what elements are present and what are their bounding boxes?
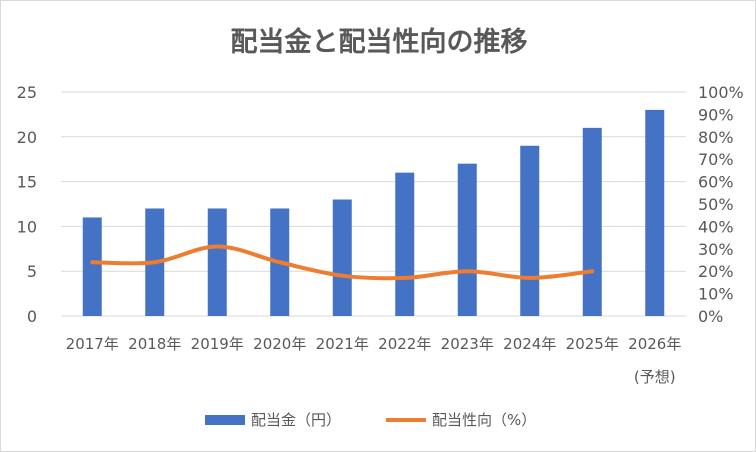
- payout-ratio-line: [90, 244, 595, 281]
- x-tick-label: 2017年: [66, 335, 119, 353]
- left-axis-tick-label: 10: [17, 217, 37, 236]
- bar-2026年: [645, 109, 665, 316]
- right-axis-tick-label: 40%: [698, 217, 734, 236]
- right-axis-tick-label: 0%: [698, 307, 723, 326]
- right-axis-tick-label: 90%: [698, 105, 734, 124]
- legend-bar-swatch: [205, 415, 245, 425]
- left-axis-ticks: 0 5 10 15 20 25: [17, 83, 37, 326]
- x-axis-ticks: 2017年 2018年 2019年 2020年 2021年 2022年 2023年 2024年…: [66, 335, 682, 386]
- right-axis-tick-label: 100%: [698, 83, 744, 102]
- right-axis-tick-label: 10%: [698, 285, 734, 304]
- left-axis-tick-label: 0: [27, 307, 37, 326]
- right-axis-tick-label: 70%: [698, 150, 734, 169]
- bar-2017年: [82, 217, 102, 316]
- bar-2021年: [332, 199, 352, 316]
- x-tick-label: 2019年: [191, 335, 244, 353]
- legend-bar-label: 配当金（円）: [251, 411, 341, 429]
- left-axis-tick-label: 25: [17, 83, 37, 102]
- right-axis-tick-label: 80%: [698, 128, 734, 147]
- x-tick-sublabel: (予想): [634, 368, 676, 386]
- right-axis-tick-label: 50%: [698, 195, 734, 214]
- left-axis-tick-label: 5: [27, 262, 37, 281]
- x-tick-label: 2022年: [378, 335, 431, 353]
- bar-2025年: [582, 127, 602, 316]
- left-axis-tick-label: 20: [17, 128, 37, 147]
- x-tick-label: 2025年: [566, 335, 619, 353]
- bar-2023年: [457, 163, 477, 316]
- bar-series: [82, 109, 665, 316]
- x-tick-label: 2026年: [628, 335, 681, 353]
- gridlines: [61, 91, 686, 317]
- left-axis-tick-label: 15: [17, 173, 37, 192]
- right-axis-tick-label: 30%: [698, 240, 734, 259]
- x-tick-label: 2021年: [316, 335, 369, 353]
- legend: 配当金（円） 配当性向（%）: [205, 411, 536, 429]
- bar-2024年: [520, 145, 540, 316]
- x-tick-label: 2023年: [441, 335, 494, 353]
- bar-2019年: [207, 208, 227, 316]
- bar-2022年: [395, 172, 415, 316]
- right-axis-ticks: 0% 10% 20% 30% 40% 50% 60% 70% 80% 90% 100%: [698, 83, 744, 326]
- right-axis-tick-label: 60%: [698, 173, 734, 192]
- line-series: [90, 244, 595, 281]
- x-tick-label: 2018年: [128, 335, 181, 353]
- x-tick-label: 2024年: [503, 335, 556, 353]
- right-axis-tick-label: 20%: [698, 262, 734, 281]
- chart-title: 配当金と配当性向の推移: [231, 26, 528, 58]
- legend-line-label: 配当性向（%）: [432, 411, 536, 429]
- x-tick-label: 2020年: [253, 335, 306, 353]
